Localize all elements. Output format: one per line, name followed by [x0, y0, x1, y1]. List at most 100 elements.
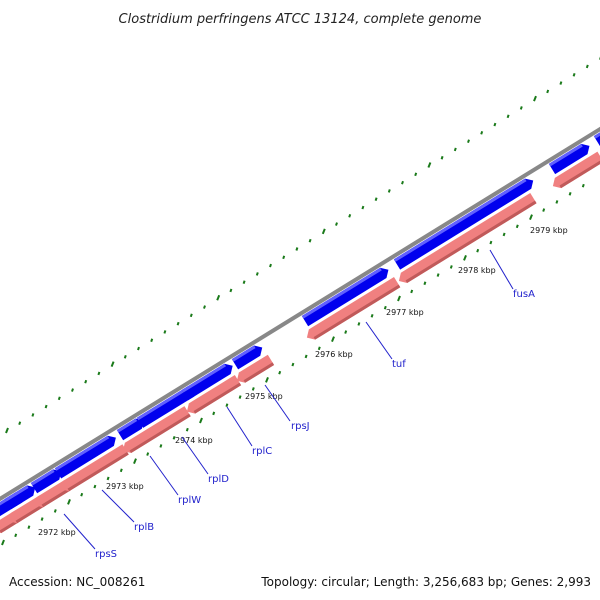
forward-feature [181, 363, 233, 401]
outer-tick [229, 288, 233, 293]
forward-feature [301, 267, 389, 327]
outer-tick [467, 139, 470, 143]
outer-tick [533, 95, 537, 102]
inner-tick [172, 435, 176, 440]
forward-feature [136, 386, 197, 428]
leader-rplD [181, 436, 209, 475]
inner-tick [40, 517, 44, 521]
outer-tick [519, 106, 523, 110]
reverse-feature [186, 375, 242, 414]
gene-label-rplW: rplW [178, 495, 201, 506]
tick-label-2976: 2976 kbp [315, 350, 353, 359]
forward-feature [231, 345, 263, 370]
forward-feature [30, 469, 62, 494]
outer-tick [427, 162, 432, 168]
inner-tick [357, 322, 361, 326]
inner-tick [436, 273, 440, 277]
outer-tick [493, 122, 497, 127]
outer-tick [559, 81, 563, 85]
gene-label-rpsS: rpsS [95, 549, 117, 560]
outer-tick [269, 263, 272, 268]
inner-tick [568, 191, 572, 196]
outer-tick [348, 213, 352, 218]
inner-tick [67, 498, 71, 505]
reverse-feature [122, 406, 191, 454]
inner-tick [489, 240, 493, 245]
outer-tick [18, 421, 22, 426]
outer-tick [189, 313, 193, 318]
forward-feature [548, 143, 590, 175]
inner-tick [265, 376, 269, 383]
inner-tick [106, 476, 110, 481]
inner-tick [542, 208, 546, 212]
outer-tick-marks [5, 56, 600, 434]
leader-rpsS [63, 513, 96, 550]
outer-tick [387, 189, 391, 193]
inner-tick [212, 411, 216, 416]
outer-tick [57, 396, 61, 401]
tick-label-2978: 2978 kbp [458, 266, 496, 275]
reverse-feature [60, 444, 129, 492]
inner-tick [291, 362, 295, 367]
inner-tick [397, 295, 401, 302]
outer-tick [414, 172, 418, 177]
gene-label-tuf: tuf [392, 359, 406, 370]
outer-tick [163, 330, 167, 334]
leader-rplW [149, 455, 179, 496]
outer-tick [150, 338, 154, 343]
leader-rpsJ [264, 384, 291, 422]
inner-tick [199, 417, 203, 424]
outer-tick [321, 228, 326, 235]
inner-tick [331, 336, 335, 343]
reverse-feature [236, 354, 275, 383]
inner-tick [185, 427, 189, 432]
gene-label-rpsJ: rpsJ [291, 421, 310, 432]
inner-tick [1, 539, 5, 546]
inner-tick [581, 183, 585, 188]
outer-tick [123, 355, 127, 359]
outer-tick [242, 280, 246, 284]
gene-labels: rpsS rplB rplW rplD rplC rpsJ tuf fusA [95, 289, 535, 560]
outer-tick [97, 371, 101, 376]
outer-tick [31, 413, 35, 417]
outer-tick [374, 197, 378, 202]
inner-tick [27, 525, 31, 530]
forward-feature [593, 128, 600, 147]
forward-strand-features [0, 128, 600, 520]
forward-feature [4, 485, 36, 510]
tick-label-2972: 2972 kbp [38, 528, 76, 537]
tick-label-2973: 2973 kbp [106, 482, 144, 491]
outer-tick [572, 72, 576, 77]
outer-tick [255, 272, 259, 276]
inner-tick [383, 305, 387, 310]
outer-tick [440, 155, 444, 160]
tick-label-2975: 2975 kbp [245, 392, 283, 401]
outer-tick [176, 321, 180, 326]
outer-tick [216, 294, 221, 301]
outer-tick [295, 247, 299, 251]
inner-tick [159, 444, 163, 448]
tick-label-2979: 2979 kbp [530, 226, 568, 235]
inner-tick [370, 313, 374, 318]
outer-tick [110, 361, 115, 368]
reverse-feature [552, 151, 600, 189]
outer-tick [137, 346, 140, 351]
inner-tick [80, 492, 84, 497]
inner-tick [225, 403, 229, 408]
inner-tick [515, 224, 519, 229]
genome-summary-text: Topology: circular; Length: 3,256,683 bp… [261, 575, 591, 589]
inner-tick [133, 458, 137, 465]
outer-tick [44, 404, 48, 409]
outer-tick [203, 305, 206, 309]
inner-tick [449, 265, 453, 269]
inner-tick [53, 509, 57, 513]
leader-rplC [226, 406, 253, 447]
inner-tick [238, 395, 242, 399]
outer-tick [361, 205, 365, 210]
outer-tick [308, 238, 312, 243]
tick-label-2977: 2977 kbp [386, 308, 424, 317]
outer-tick [401, 180, 404, 185]
forward-feature [54, 435, 116, 479]
inner-tick [463, 254, 467, 261]
inner-tick [93, 484, 97, 489]
